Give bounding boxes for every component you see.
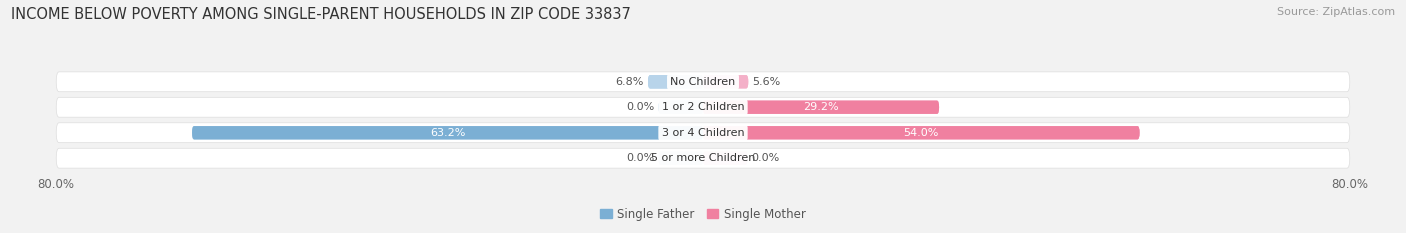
FancyBboxPatch shape [703,152,748,165]
FancyBboxPatch shape [703,126,1140,139]
Text: 1 or 2 Children: 1 or 2 Children [662,102,744,112]
FancyBboxPatch shape [658,101,703,114]
Text: 54.0%: 54.0% [904,128,939,138]
FancyBboxPatch shape [56,123,1350,143]
FancyBboxPatch shape [648,75,703,88]
Text: Source: ZipAtlas.com: Source: ZipAtlas.com [1277,7,1395,17]
Text: 5 or more Children: 5 or more Children [651,153,755,163]
FancyBboxPatch shape [703,101,939,114]
FancyBboxPatch shape [658,152,703,165]
FancyBboxPatch shape [56,72,1350,92]
FancyBboxPatch shape [703,75,748,88]
FancyBboxPatch shape [648,75,703,88]
FancyBboxPatch shape [658,101,703,114]
FancyBboxPatch shape [658,152,703,165]
Text: 5.6%: 5.6% [752,77,780,87]
FancyBboxPatch shape [56,97,1350,117]
Text: 0.0%: 0.0% [626,153,654,163]
FancyBboxPatch shape [56,148,1350,168]
Text: 29.2%: 29.2% [803,102,839,112]
FancyBboxPatch shape [193,126,703,139]
FancyBboxPatch shape [703,101,939,114]
FancyBboxPatch shape [703,101,939,114]
Text: 63.2%: 63.2% [430,128,465,138]
FancyBboxPatch shape [193,126,703,139]
FancyBboxPatch shape [648,75,703,88]
Text: INCOME BELOW POVERTY AMONG SINGLE-PARENT HOUSEHOLDS IN ZIP CODE 33837: INCOME BELOW POVERTY AMONG SINGLE-PARENT… [11,7,631,22]
FancyBboxPatch shape [193,126,703,139]
FancyBboxPatch shape [703,152,748,165]
FancyBboxPatch shape [193,126,703,139]
Text: 6.8%: 6.8% [616,77,644,87]
Text: 3 or 4 Children: 3 or 4 Children [662,128,744,138]
FancyBboxPatch shape [703,75,748,88]
Legend: Single Father, Single Mother: Single Father, Single Mother [595,203,811,226]
Text: 0.0%: 0.0% [752,153,780,163]
FancyBboxPatch shape [703,126,1140,139]
Text: No Children: No Children [671,77,735,87]
FancyBboxPatch shape [703,126,1140,139]
Text: 0.0%: 0.0% [626,102,654,112]
